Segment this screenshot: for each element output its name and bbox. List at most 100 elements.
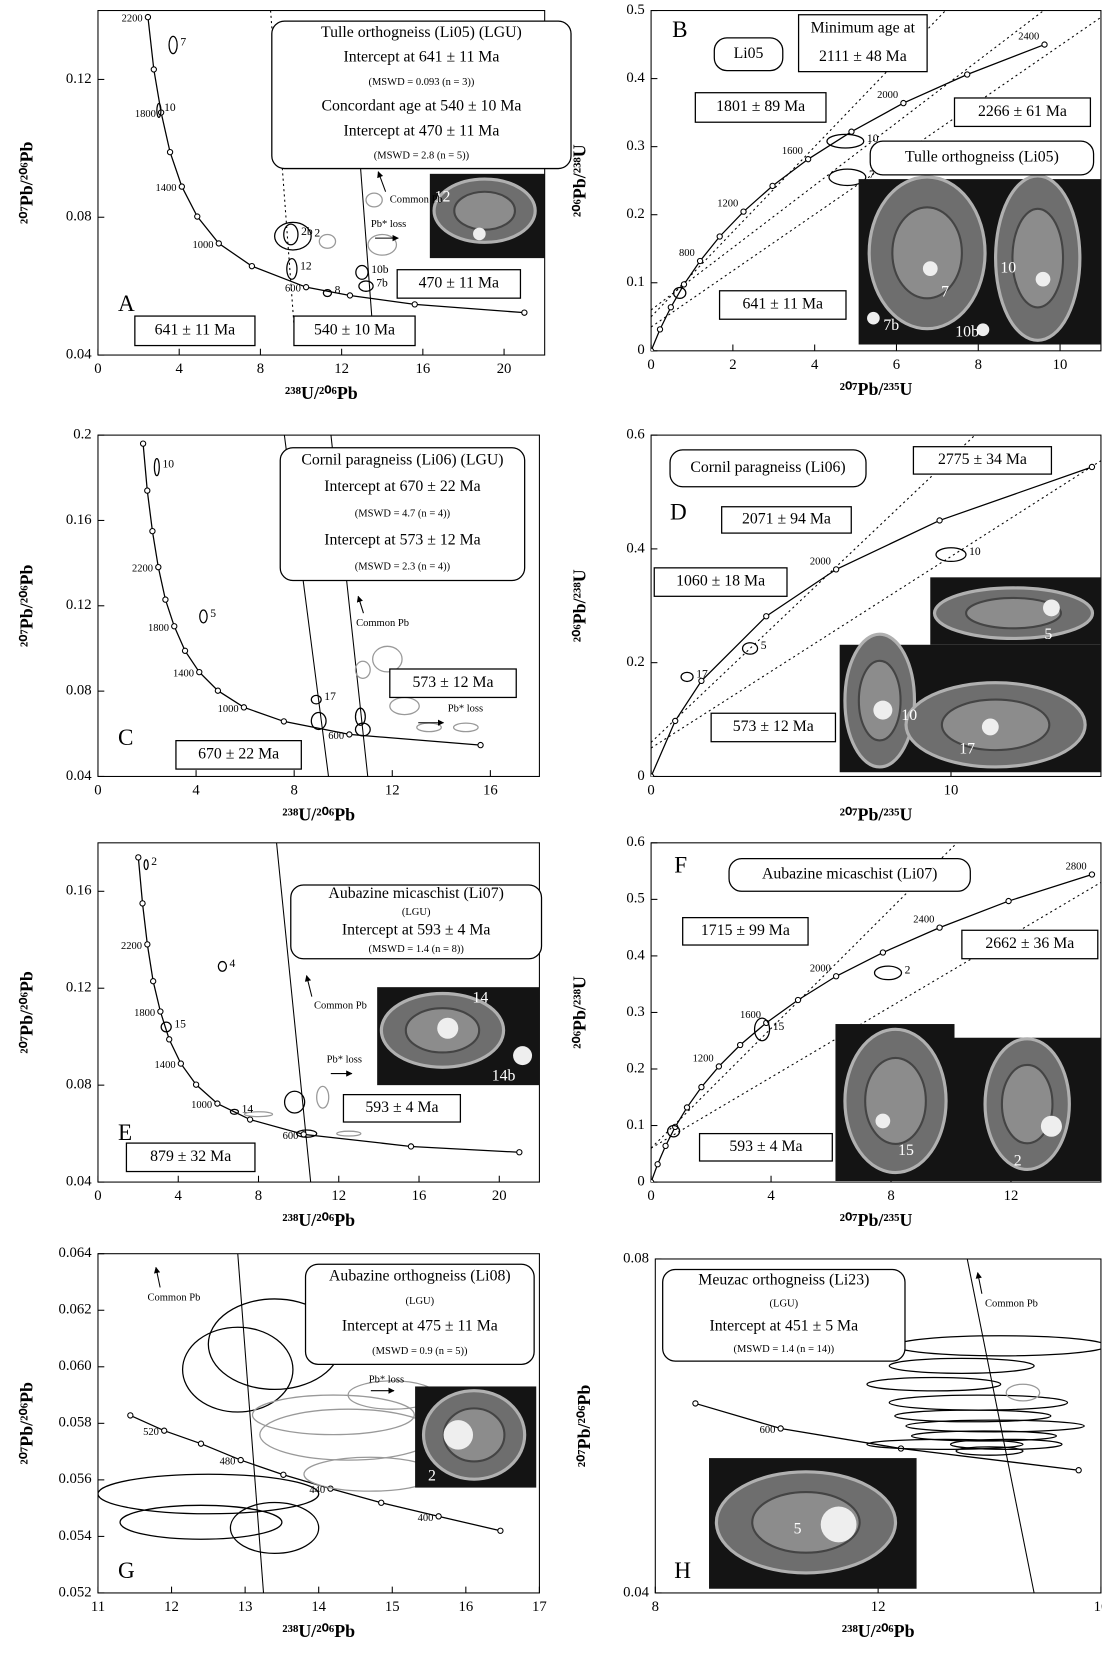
error-ellipse — [156, 102, 162, 118]
y-axis-label: ²⁰⁷Pb/²⁰⁶Pb — [17, 1382, 37, 1465]
concordia-marker — [135, 854, 142, 861]
concordia-marker — [192, 1081, 200, 1088]
concordia-marker — [521, 309, 528, 316]
box-text: Minimum age at — [811, 20, 916, 37]
image-label: 7 — [941, 284, 949, 301]
x-tick-label: 8 — [255, 1188, 262, 1204]
x-tick-label: 12 — [871, 1599, 886, 1615]
zircon-zoning — [857, 659, 902, 742]
x-tick-label: 10 — [1053, 357, 1068, 373]
concordia-marker — [1088, 871, 1096, 878]
x-tick-label: 17 — [532, 1599, 547, 1615]
concordia-age-label: 600 — [760, 1425, 776, 1436]
box-text: 2662 ± 36 Ma — [985, 935, 1074, 952]
y-tick-label: 0.1 — [626, 1117, 644, 1133]
concordia-age-label: 1800 — [135, 109, 156, 120]
concordia-marker — [237, 1456, 244, 1464]
concordia-marker — [832, 973, 840, 980]
ellipse-label: 14 — [242, 1102, 254, 1115]
error-ellipse — [97, 1473, 320, 1515]
box-text: 1060 ± 18 Ma — [676, 573, 765, 590]
concordia-marker — [149, 527, 156, 535]
analysis-spot — [443, 1420, 474, 1450]
panel-letter: G — [118, 1558, 135, 1584]
image-label: 14b — [492, 1067, 516, 1084]
error-ellipse — [452, 722, 479, 733]
box-text: (MSWD = 4.7 (n = 4)) — [355, 509, 451, 520]
y-tick-label: 0.16 — [66, 512, 92, 528]
box-text: 2071 ± 94 Ma — [742, 511, 831, 528]
box-text: 641 ± 11 Ma — [155, 321, 235, 338]
concordia-marker — [662, 1142, 669, 1150]
discordia-line — [276, 842, 312, 1183]
ellipse-label: 2 — [151, 855, 157, 868]
ellipse-label: 12 — [300, 259, 312, 272]
concordia-marker — [936, 517, 943, 524]
y-tick-label: 0.062 — [59, 1302, 92, 1318]
age-callout — [797, 14, 928, 73]
x-tick-label: 0 — [94, 783, 101, 799]
zircon-zoning — [1011, 207, 1065, 309]
panel: 0 4 8 12 0 0.1 0.2 0.3 0.4 0.5 0.6 ²⁰⁷Pb/²³⁵U ²⁰⁶Pb/… — [570, 834, 1102, 1230]
age-callout — [653, 567, 788, 597]
concordia-marker — [181, 647, 189, 654]
image-label: 10 — [1000, 259, 1016, 276]
analysis-spot — [1043, 599, 1060, 617]
concordia-age-label: 2800 — [1066, 862, 1087, 873]
box-text: (LGU) — [406, 1296, 435, 1307]
concordia-marker — [804, 156, 812, 163]
y-tick-label: 0 — [637, 1173, 644, 1189]
age-callout — [694, 92, 827, 123]
concordia-marker — [177, 1060, 185, 1067]
concordia-marker — [280, 1471, 287, 1478]
annotation-box — [271, 20, 572, 170]
age-callout — [953, 97, 1092, 128]
box-text: (MSWD = 2.8 (n = 5)) — [374, 151, 470, 162]
concordia-age-label: 1400 — [155, 1060, 176, 1071]
error-ellipse — [283, 1090, 306, 1114]
box-text: Meuzac orthogneiss (Li23) — [698, 1272, 869, 1289]
image-label: 2 — [428, 1468, 436, 1485]
error-ellipse — [199, 609, 208, 624]
concordia-marker — [435, 1513, 442, 1520]
concordia-age-label: 2200 — [122, 14, 143, 25]
x-tick-label: 10 — [944, 783, 959, 799]
concordia-marker — [161, 1427, 168, 1434]
analysis-spot — [820, 1506, 857, 1543]
plot-area — [135, 842, 523, 1183]
box-text: 593 ± 4 Ma — [365, 1099, 438, 1116]
x-tick-label: 0 — [94, 361, 101, 377]
concordia-age-label: 1000 — [191, 1100, 212, 1111]
x-tick-label: 0 — [647, 1188, 654, 1204]
concordia-marker — [246, 1116, 254, 1123]
age-callout — [342, 1093, 462, 1123]
x-tick-label: 0 — [94, 1188, 101, 1204]
panel: 11 12 13 14 15 16 17 0.052 0.054 0.056 0.058 0.060 0… — [17, 1245, 547, 1641]
box-text: Intercept at 641 ± 11 Ma — [343, 49, 499, 66]
x-tick-label: 20 — [492, 1188, 507, 1204]
box-text: (MSWD = 0.9 (n = 5)) — [372, 1346, 468, 1357]
x-tick-label: 4 — [175, 1188, 183, 1204]
concordia-age-label: 2000 — [810, 556, 831, 567]
y-tick-label: 0.2 — [626, 206, 644, 222]
error-ellipse — [753, 1017, 771, 1042]
error-ellipse — [866, 1438, 1024, 1450]
concordia-marker — [698, 677, 705, 685]
age-callout — [961, 929, 1099, 960]
box-text: 2111 ± 48 Ma — [819, 48, 907, 65]
error-ellipse — [894, 1409, 1052, 1423]
y-tick-label: 0.1 — [626, 274, 644, 290]
x-tick-label: 16 — [1094, 1599, 1102, 1615]
x-axis-label: ²⁰⁷Pb/²³⁵U — [840, 805, 913, 825]
y-tick-label: 0.052 — [59, 1584, 92, 1600]
panel: 0 2 4 6 8 10 0 0.1 0.2 0.3 0.4 0.5 ²⁰⁷Pb/²³⁵U ²⁰⁶Pb/²… — [570, 2, 1102, 399]
x-tick-label: 8 — [257, 361, 264, 377]
error-ellipse — [229, 1108, 240, 1115]
y-tick-label: 0.2 — [626, 1060, 644, 1076]
error-ellipse — [310, 711, 327, 731]
concordia-marker — [651, 773, 655, 777]
y-tick-label: 0.054 — [59, 1528, 93, 1544]
plot-area — [692, 1258, 1101, 1593]
x-tick-label: 2 — [729, 357, 736, 373]
